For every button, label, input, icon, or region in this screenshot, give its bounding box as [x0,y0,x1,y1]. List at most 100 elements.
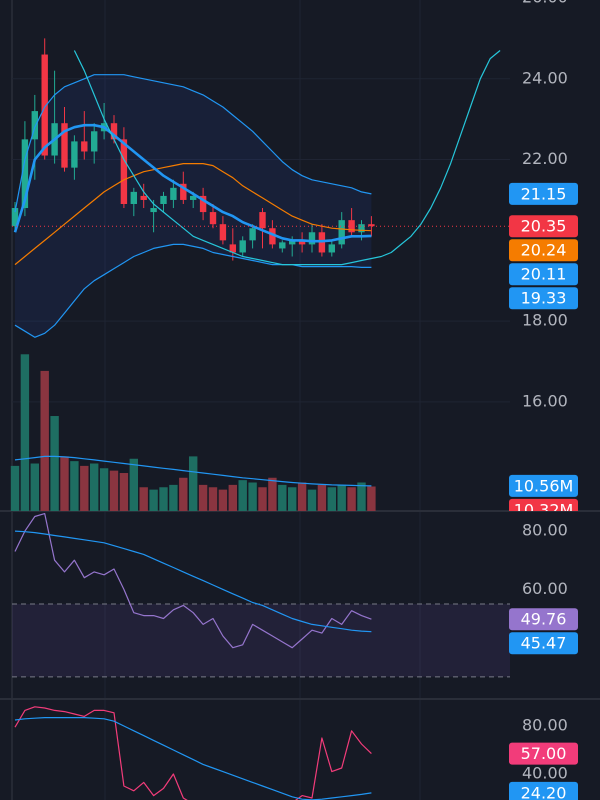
candle-body [150,208,157,213]
candle-body [259,212,266,229]
candle-body [110,123,118,140]
y-tick-label: 16.00 [522,391,568,410]
volume-bar [238,480,247,511]
candle-body [41,54,48,156]
price-tag [509,287,578,310]
pane: 10.56M 10.32M [10,354,578,519]
candle-body [289,240,296,245]
series-line [13,123,372,243]
volume-bar [139,487,148,511]
price-tag [509,632,578,655]
candle-body [348,220,355,233]
series-line [14,455,372,487]
y-tick-label: 80.00 [522,521,568,540]
price-tag [509,215,578,238]
price-tag-label: 19.33 [521,289,567,308]
series-line [14,163,372,266]
price-tag-label: 20.35 [521,217,567,236]
price-tag-label: 20.11 [521,265,567,284]
price-tag [509,182,578,205]
candle-body [180,183,187,200]
y-tick-label: 40.00 [522,763,568,782]
volume-bar [317,484,327,511]
price-tag-label: 57.00 [521,744,567,763]
series-line [14,74,372,213]
y-tick-label: 24.00 [522,68,568,87]
candle-body [358,224,365,233]
volume-bar [347,487,356,511]
pane: 80.00 60.00 49.76 45.47 [12,513,578,678]
candle-body [130,191,137,204]
volume-bar [278,484,287,511]
volume-bar [149,489,158,511]
volume-bar [198,484,208,511]
volume-bar [307,489,317,511]
series-line [73,50,501,266]
candle-body [249,228,256,241]
volume-bar [189,456,198,511]
candle-body [368,224,375,227]
volume-bar [70,461,79,511]
volume-bar [90,463,99,511]
y-tick-label: 26.00 [522,0,568,6]
volume-bar [40,370,49,511]
price-tag [509,608,578,631]
candle-body [219,224,227,241]
volume-bar [50,416,59,511]
candle-body [91,131,98,152]
volume-bar [337,484,346,511]
pane: 26.00 24.00 22.00 18.00 16.00 21.15 20.35 20.24… [11,0,578,410]
volume-bar [288,487,297,511]
volume-bar [20,354,30,511]
candle-body [170,187,177,200]
volume-bar [30,463,39,511]
candle-body [328,244,335,253]
volume-bar [80,465,89,511]
candle-body [140,195,147,200]
candle-body [298,240,306,245]
candle-body [21,139,29,209]
volume-bar [268,477,277,511]
price-tag-label: 24.20 [521,783,567,800]
y-tick-label: 18.00 [522,311,568,330]
candle-body [81,141,88,152]
volume-bar [297,482,307,511]
candle-body [229,244,236,253]
candle-body [190,195,197,200]
volume-bar [109,470,119,511]
price-tag [509,239,578,262]
candle-body [269,228,276,245]
volume-bar [10,465,20,511]
volume-bar [218,489,228,511]
candle-body [199,195,207,213]
price-tag [509,263,578,286]
volume-bar [129,458,138,511]
volume-bar [179,477,188,511]
volume-bar [159,487,168,511]
band-fill [12,603,510,677]
price-tag [509,742,578,765]
price-tag-label: 10.56M [514,476,574,495]
candle-body [31,111,38,140]
y-tick-label: 60.00 [522,579,568,598]
candle-body [279,242,286,249]
candle-body [308,232,316,245]
volume-bar [169,484,178,511]
volume-bar [357,482,366,511]
volume-bar [60,456,69,511]
series-line [14,530,372,633]
volume-bar [119,473,129,511]
candle-body [120,139,128,204]
candle-body [209,212,217,225]
volume-bar [327,487,336,511]
volume-bar [99,468,109,511]
price-tag [509,498,578,511]
series-line [14,706,372,800]
price-tag-label: 10.32M [514,500,574,519]
volume-bar [208,487,218,511]
volume-bar [258,487,267,511]
price-tag-label: 20.24 [521,241,567,260]
